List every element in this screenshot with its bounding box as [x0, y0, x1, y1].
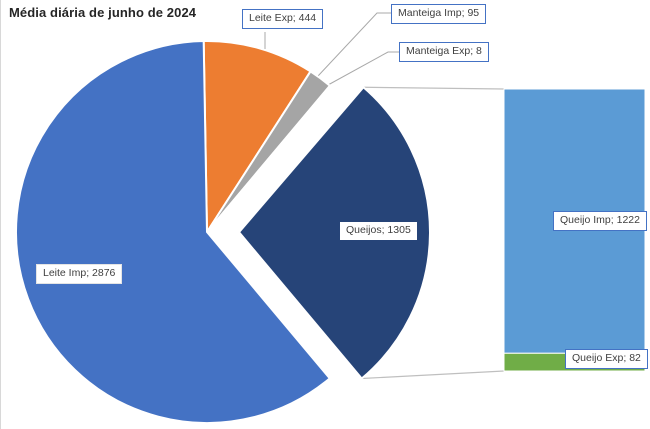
data-label-queijos[interactable]: Queijos; 1305	[340, 222, 417, 240]
data-label-queijo-exp[interactable]: Queijo Exp; 82	[565, 349, 648, 369]
pie-slice-leite-exp[interactable]	[202, 40, 312, 233]
leader-line-manteiga-imp	[317, 12, 391, 77]
data-label-manteiga-exp[interactable]: Manteiga Exp; 8	[399, 42, 489, 62]
data-label-manteiga-imp[interactable]: Manteiga Imp; 95	[391, 4, 487, 24]
data-label-queijo-imp[interactable]: Queijo Imp; 1222	[553, 211, 647, 231]
data-label-leite-imp[interactable]: Leite Imp; 2876	[36, 264, 123, 284]
series-line-top	[363, 86, 505, 90]
chart-title: Média diária de junho de 2024	[9, 5, 197, 20]
leader-line-manteiga-exp	[327, 51, 399, 86]
pie-slice-queijos[interactable]	[237, 86, 431, 380]
pie-slice-manteiga-exp[interactable]	[206, 84, 333, 233]
data-label-leite-exp[interactable]: Leite Exp; 444	[242, 9, 324, 29]
pie-slice-leite-imp[interactable]	[15, 40, 331, 424]
series-line-bottom	[361, 370, 505, 380]
